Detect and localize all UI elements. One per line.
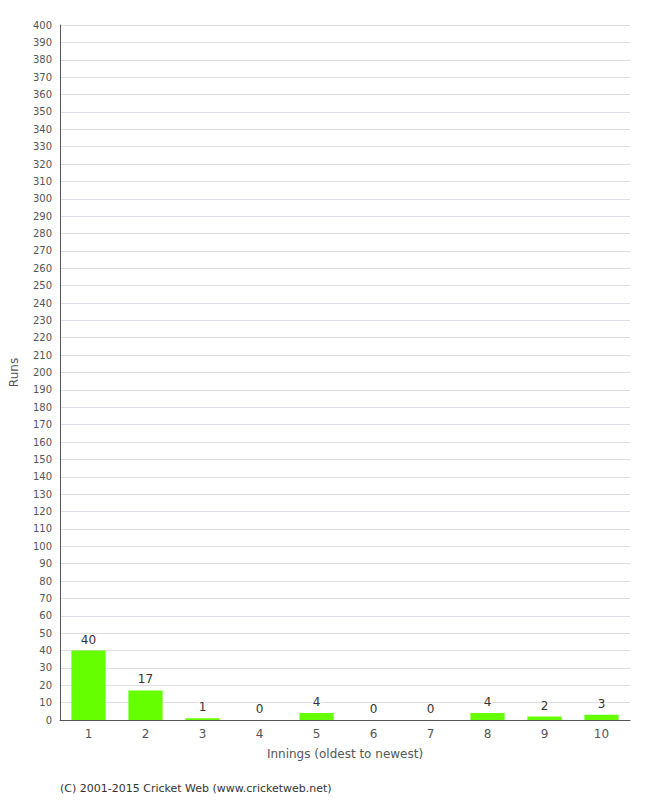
svg-text:200: 200 (33, 367, 52, 378)
svg-text:220: 220 (33, 332, 52, 343)
svg-text:300: 300 (33, 193, 52, 204)
svg-text:340: 340 (33, 124, 52, 135)
svg-text:0: 0 (46, 715, 52, 726)
svg-text:1: 1 (199, 700, 207, 714)
svg-text:140: 140 (33, 471, 52, 482)
svg-text:150: 150 (33, 454, 52, 465)
svg-text:0: 0 (427, 702, 435, 716)
svg-text:(C) 2001-2015 Cricket Web (www: (C) 2001-2015 Cricket Web (www.cricketwe… (60, 782, 332, 795)
svg-text:4: 4 (484, 695, 492, 709)
svg-text:360: 360 (33, 89, 52, 100)
svg-text:0: 0 (370, 702, 378, 716)
svg-text:320: 320 (33, 159, 52, 170)
svg-text:190: 190 (33, 384, 52, 395)
svg-text:10: 10 (39, 697, 52, 708)
svg-text:10: 10 (594, 727, 609, 741)
svg-text:20: 20 (39, 680, 52, 691)
svg-text:120: 120 (33, 506, 52, 517)
svg-text:110: 110 (33, 523, 52, 534)
svg-text:50: 50 (39, 628, 52, 639)
svg-text:130: 130 (33, 489, 52, 500)
svg-text:250: 250 (33, 280, 52, 291)
svg-text:90: 90 (39, 558, 52, 569)
svg-text:380: 380 (33, 54, 52, 65)
svg-text:400: 400 (33, 20, 52, 31)
svg-text:390: 390 (33, 37, 52, 48)
svg-text:330: 330 (33, 141, 52, 152)
svg-text:8: 8 (484, 727, 492, 741)
svg-text:3: 3 (598, 697, 606, 711)
svg-text:0: 0 (256, 702, 264, 716)
svg-text:Runs: Runs (7, 358, 21, 387)
svg-text:1: 1 (85, 727, 93, 741)
svg-text:230: 230 (33, 315, 52, 326)
svg-text:160: 160 (33, 437, 52, 448)
svg-text:210: 210 (33, 350, 52, 361)
svg-text:100: 100 (33, 541, 52, 552)
svg-text:30: 30 (39, 662, 52, 673)
svg-text:70: 70 (39, 593, 52, 604)
svg-text:4: 4 (256, 727, 264, 741)
svg-text:270: 270 (33, 245, 52, 256)
svg-text:5: 5 (313, 727, 321, 741)
svg-text:80: 80 (39, 576, 52, 587)
svg-text:40: 40 (39, 645, 52, 656)
svg-text:310: 310 (33, 176, 52, 187)
svg-text:2: 2 (541, 699, 549, 713)
svg-text:6: 6 (370, 727, 378, 741)
svg-text:370: 370 (33, 72, 52, 83)
svg-text:4: 4 (313, 695, 321, 709)
svg-text:350: 350 (33, 106, 52, 117)
svg-text:240: 240 (33, 298, 52, 309)
svg-text:170: 170 (33, 419, 52, 430)
svg-text:2: 2 (142, 727, 150, 741)
svg-text:60: 60 (39, 610, 52, 621)
svg-text:280: 280 (33, 228, 52, 239)
svg-text:3: 3 (199, 727, 207, 741)
svg-text:Innings (oldest to newest): Innings (oldest to newest) (267, 747, 423, 761)
svg-text:260: 260 (33, 263, 52, 274)
svg-text:180: 180 (33, 402, 52, 413)
svg-text:7: 7 (427, 727, 435, 741)
svg-text:40: 40 (81, 633, 96, 647)
svg-text:17: 17 (138, 672, 153, 686)
svg-text:290: 290 (33, 211, 52, 222)
svg-text:9: 9 (541, 727, 549, 741)
